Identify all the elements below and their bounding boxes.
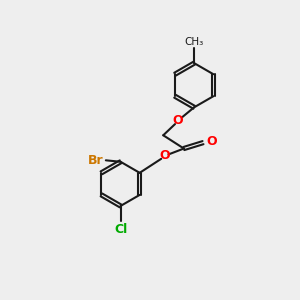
Text: Br: Br: [88, 154, 103, 167]
Text: O: O: [206, 135, 217, 148]
Text: CH₃: CH₃: [184, 37, 204, 47]
Text: Cl: Cl: [114, 223, 127, 236]
Text: O: O: [159, 149, 170, 162]
Text: O: O: [173, 114, 183, 127]
